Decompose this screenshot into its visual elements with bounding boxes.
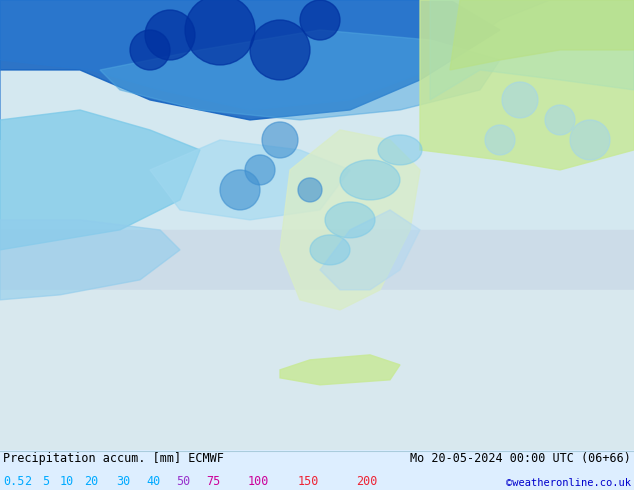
Circle shape: [250, 20, 310, 80]
Polygon shape: [450, 0, 634, 70]
Polygon shape: [0, 0, 550, 140]
Text: 200: 200: [356, 475, 377, 488]
Polygon shape: [100, 30, 500, 120]
Text: 10: 10: [60, 475, 74, 488]
Circle shape: [262, 122, 298, 158]
Ellipse shape: [310, 235, 350, 265]
Circle shape: [545, 105, 575, 135]
Text: 20: 20: [84, 475, 98, 488]
Circle shape: [145, 10, 195, 60]
Circle shape: [130, 30, 170, 70]
Text: 0.5: 0.5: [3, 475, 24, 488]
Text: 150: 150: [298, 475, 320, 488]
Polygon shape: [0, 0, 500, 120]
Ellipse shape: [340, 160, 400, 200]
Text: 2: 2: [24, 475, 31, 488]
Circle shape: [298, 178, 322, 202]
Text: 30: 30: [116, 475, 130, 488]
Circle shape: [300, 0, 340, 40]
Circle shape: [245, 155, 275, 185]
Ellipse shape: [378, 135, 422, 165]
Ellipse shape: [325, 202, 375, 238]
Circle shape: [220, 170, 260, 210]
Polygon shape: [0, 230, 634, 450]
Polygon shape: [0, 290, 634, 450]
Text: 5: 5: [42, 475, 49, 488]
Text: Precipitation accum. [mm] ECMWF: Precipitation accum. [mm] ECMWF: [3, 452, 224, 466]
Circle shape: [485, 125, 515, 155]
Circle shape: [570, 120, 610, 160]
Polygon shape: [280, 130, 420, 310]
Text: ©weatheronline.co.uk: ©weatheronline.co.uk: [506, 478, 631, 488]
Polygon shape: [150, 140, 350, 220]
Text: 50: 50: [176, 475, 190, 488]
Polygon shape: [320, 210, 420, 290]
Polygon shape: [0, 220, 180, 300]
Polygon shape: [430, 0, 634, 100]
Text: 40: 40: [146, 475, 160, 488]
Text: 100: 100: [248, 475, 269, 488]
Text: Mo 20-05-2024 00:00 UTC (06+66): Mo 20-05-2024 00:00 UTC (06+66): [410, 452, 631, 466]
Circle shape: [185, 0, 255, 65]
Polygon shape: [280, 355, 400, 385]
Text: 75: 75: [206, 475, 220, 488]
Polygon shape: [420, 0, 634, 170]
Polygon shape: [0, 110, 200, 250]
Circle shape: [502, 82, 538, 118]
